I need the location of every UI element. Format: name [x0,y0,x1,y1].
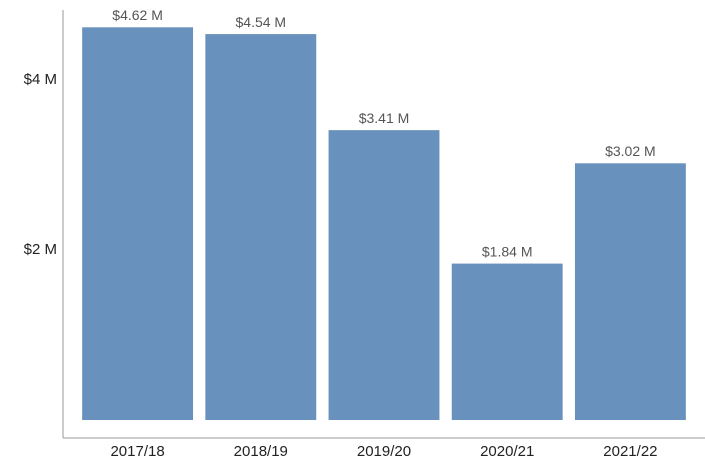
bar [82,27,194,421]
x-tick-label: 2018/19 [234,443,288,460]
value-label: $4.62 M [112,7,163,23]
x-tick-label: 2020/21 [480,443,534,460]
value-label: $3.41 M [359,110,410,126]
x-tick-label: 2017/18 [110,443,164,460]
bar [328,130,440,420]
x-tick-label: 2019/20 [357,443,411,460]
bar [574,163,686,421]
bar [205,34,317,420]
y-tick-label: $4 M [24,71,57,88]
bar [451,263,563,420]
value-label: $4.54 M [236,14,287,30]
y-tick-label: $2 M [24,241,57,258]
value-label: $3.02 M [605,143,656,159]
value-label: $1.84 M [482,243,533,259]
x-tick-label: 2021/22 [603,443,657,460]
